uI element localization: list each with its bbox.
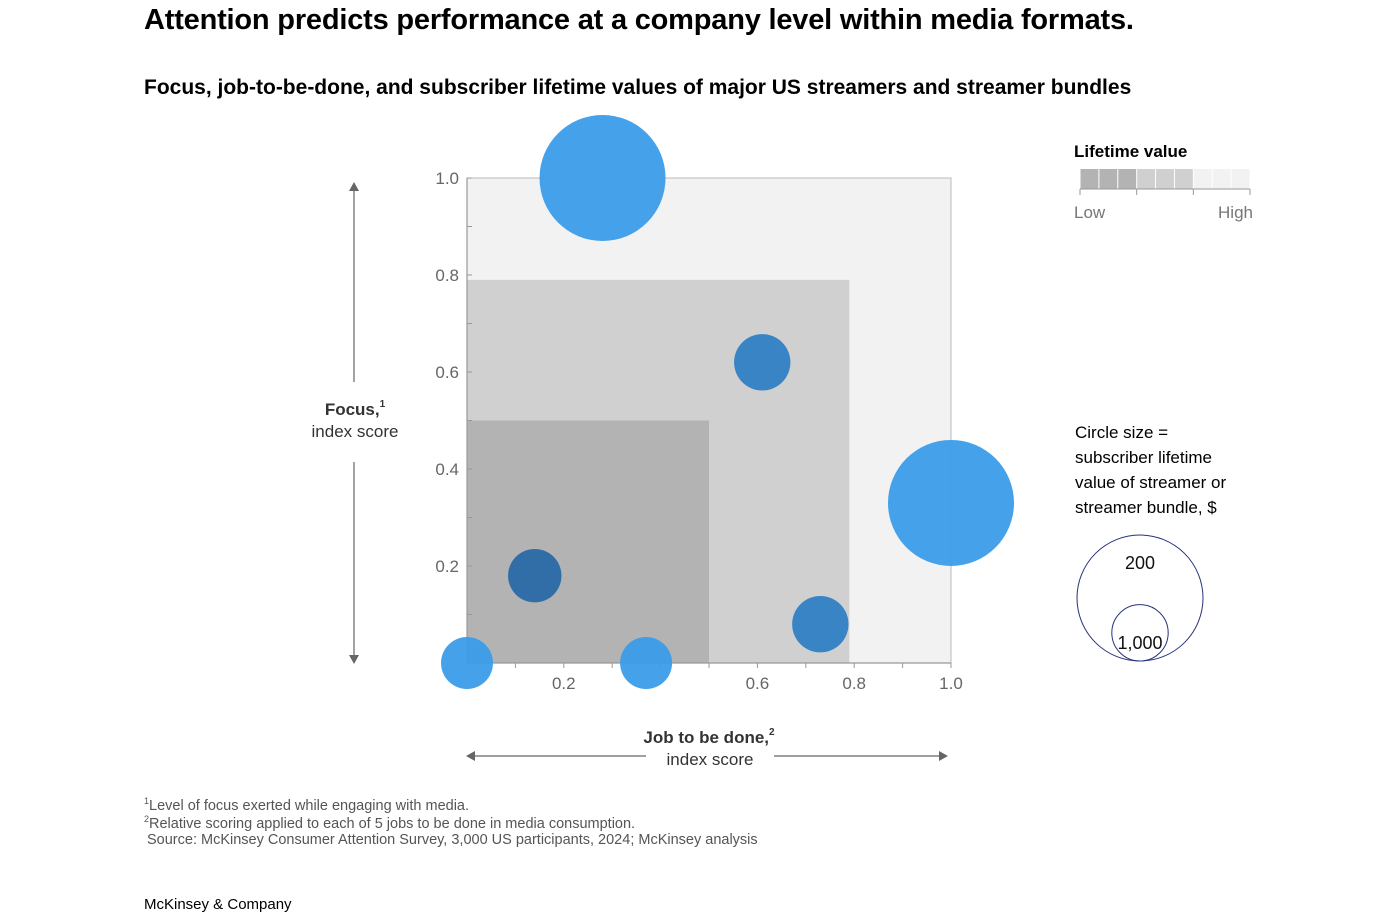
x-arrow-right-head [939, 751, 948, 761]
y-tick-label: 0.6 [435, 363, 459, 382]
y-arrow-down-head [349, 655, 359, 664]
color-legend-swatches [1079, 169, 1251, 195]
size-legend-line-2: subscriber lifetime [1075, 448, 1212, 467]
zone-2 [467, 420, 709, 663]
y-tick-label: 0.8 [435, 266, 459, 285]
x-arrow-left-head [466, 751, 475, 761]
color-legend: Lifetime value Low High [1074, 142, 1253, 222]
footnote-2: 2Relative scoring applied to each of 5 j… [144, 814, 636, 832]
y-tick-label: 0.4 [435, 460, 459, 479]
x-axis-label: Job to be done,2 [643, 727, 775, 747]
color-legend-high: High [1218, 203, 1253, 222]
size-legend-circles: 1,000 200 [1076, 534, 1204, 662]
y-arrow-up-head [349, 182, 359, 191]
y-tick-label: 0.2 [435, 557, 459, 576]
y-axis-sublabel: index score [312, 422, 399, 441]
color-legend-swatch-1 [1136, 169, 1194, 189]
x-tick-label: 1.0 [939, 674, 963, 693]
chart-subtitle: Focus, job-to-be-done, and subscriber li… [144, 76, 1132, 99]
data-point-5 [441, 637, 493, 689]
y-tick-label: 1.0 [435, 169, 459, 188]
data-point-6 [620, 637, 673, 689]
data-point-1 [734, 334, 791, 391]
x-tick-label: 0.2 [552, 674, 576, 693]
color-legend-swatch-2 [1193, 169, 1250, 189]
brand-logo-text: McKinsey & Company [144, 896, 292, 913]
size-legend-line-3: value of streamer or [1075, 473, 1227, 492]
color-legend-low: Low [1074, 203, 1106, 222]
x-tick-label: 0.6 [746, 674, 770, 693]
data-point-2 [888, 439, 1014, 566]
x-tick-label: 0.8 [842, 674, 866, 693]
data-point-4 [792, 596, 849, 653]
y-axis-label: Focus,1 [325, 399, 386, 419]
tick-marks [467, 177, 952, 668]
color-legend-swatch-0 [1080, 169, 1137, 189]
chart-title: Attention predicts performance at a comp… [144, 4, 1134, 36]
tick-labels: 0.2 0.6 0.8 1.0 0.2 0.4 0.6 0.8 1.0 [435, 169, 962, 693]
footnote-1: 1Level of focus exerted while engaging w… [144, 796, 470, 814]
x-axis-label-group: Job to be done,2 index score [466, 727, 948, 769]
size-legend-label-1000: 1,000 [1117, 633, 1162, 653]
size-legend: Circle size = subscriber lifetime value … [1075, 423, 1227, 662]
x-axis-sublabel: index score [667, 750, 754, 769]
y-axis-label-group: Focus,1 index score [312, 182, 399, 664]
data-points [441, 115, 1014, 689]
size-legend-circle-200 [1111, 604, 1169, 662]
size-legend-line-1: Circle size = [1075, 423, 1168, 442]
data-point-3 [508, 548, 562, 603]
color-legend-title: Lifetime value [1074, 142, 1187, 161]
source-note: Source: McKinsey Consumer Attention Surv… [147, 832, 758, 848]
size-legend-line-4: streamer bundle, $ [1075, 498, 1217, 517]
size-legend-label-200: 200 [1125, 553, 1155, 573]
data-point-0 [539, 115, 666, 241]
